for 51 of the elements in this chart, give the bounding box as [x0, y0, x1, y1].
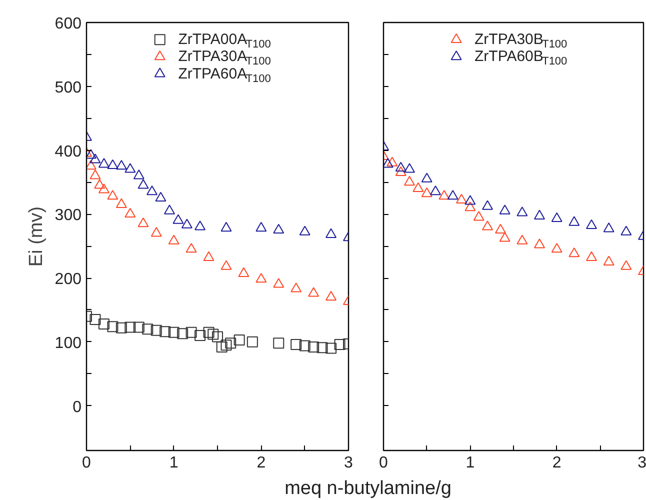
point	[438, 190, 450, 200]
point	[534, 210, 545, 220]
x-tick-label: 2	[552, 454, 562, 472]
y-tick-label: 100	[54, 334, 82, 352]
point	[603, 256, 614, 266]
point	[473, 211, 484, 221]
y-tick-label: 600	[54, 16, 82, 32]
point	[495, 224, 506, 234]
point	[620, 226, 632, 236]
point	[421, 172, 432, 182]
point	[620, 260, 632, 270]
point	[499, 232, 510, 242]
y-tick-label: 300	[54, 207, 82, 224]
y-tick-label: 500	[54, 79, 82, 96]
point	[499, 204, 510, 214]
point	[412, 182, 424, 192]
point	[482, 220, 493, 230]
point	[586, 251, 597, 261]
x-axis-title: meq n-butylamine/g	[284, 477, 452, 500]
point	[464, 201, 476, 212]
point	[447, 190, 458, 200]
x-tick-label: 0	[379, 454, 388, 472]
point	[395, 166, 406, 176]
point	[464, 195, 476, 205]
x-tick-label: 3	[638, 454, 646, 472]
point	[551, 243, 562, 253]
point	[516, 206, 528, 216]
point	[421, 187, 432, 198]
y-tick-label: 200	[54, 271, 82, 288]
point	[534, 238, 545, 248]
point	[395, 162, 406, 172]
point	[404, 176, 415, 186]
point	[404, 163, 415, 173]
x-tick-label: 2	[256, 454, 266, 472]
point	[384, 158, 394, 168]
point	[551, 212, 562, 222]
x-tick-label: 1	[169, 454, 178, 472]
point	[386, 156, 398, 166]
y-axis-title: Ei (mv)	[26, 206, 47, 267]
x-tick-label: 1	[466, 454, 475, 472]
point	[568, 247, 580, 258]
point	[430, 186, 441, 196]
point	[586, 219, 597, 230]
point	[482, 200, 493, 210]
point	[568, 216, 580, 226]
point	[456, 194, 467, 204]
point	[603, 222, 614, 232]
y-tick-label: 0	[72, 398, 82, 416]
point	[516, 234, 528, 244]
x-tick-label: 3	[344, 454, 354, 472]
y-tick-label: 400	[54, 143, 82, 160]
